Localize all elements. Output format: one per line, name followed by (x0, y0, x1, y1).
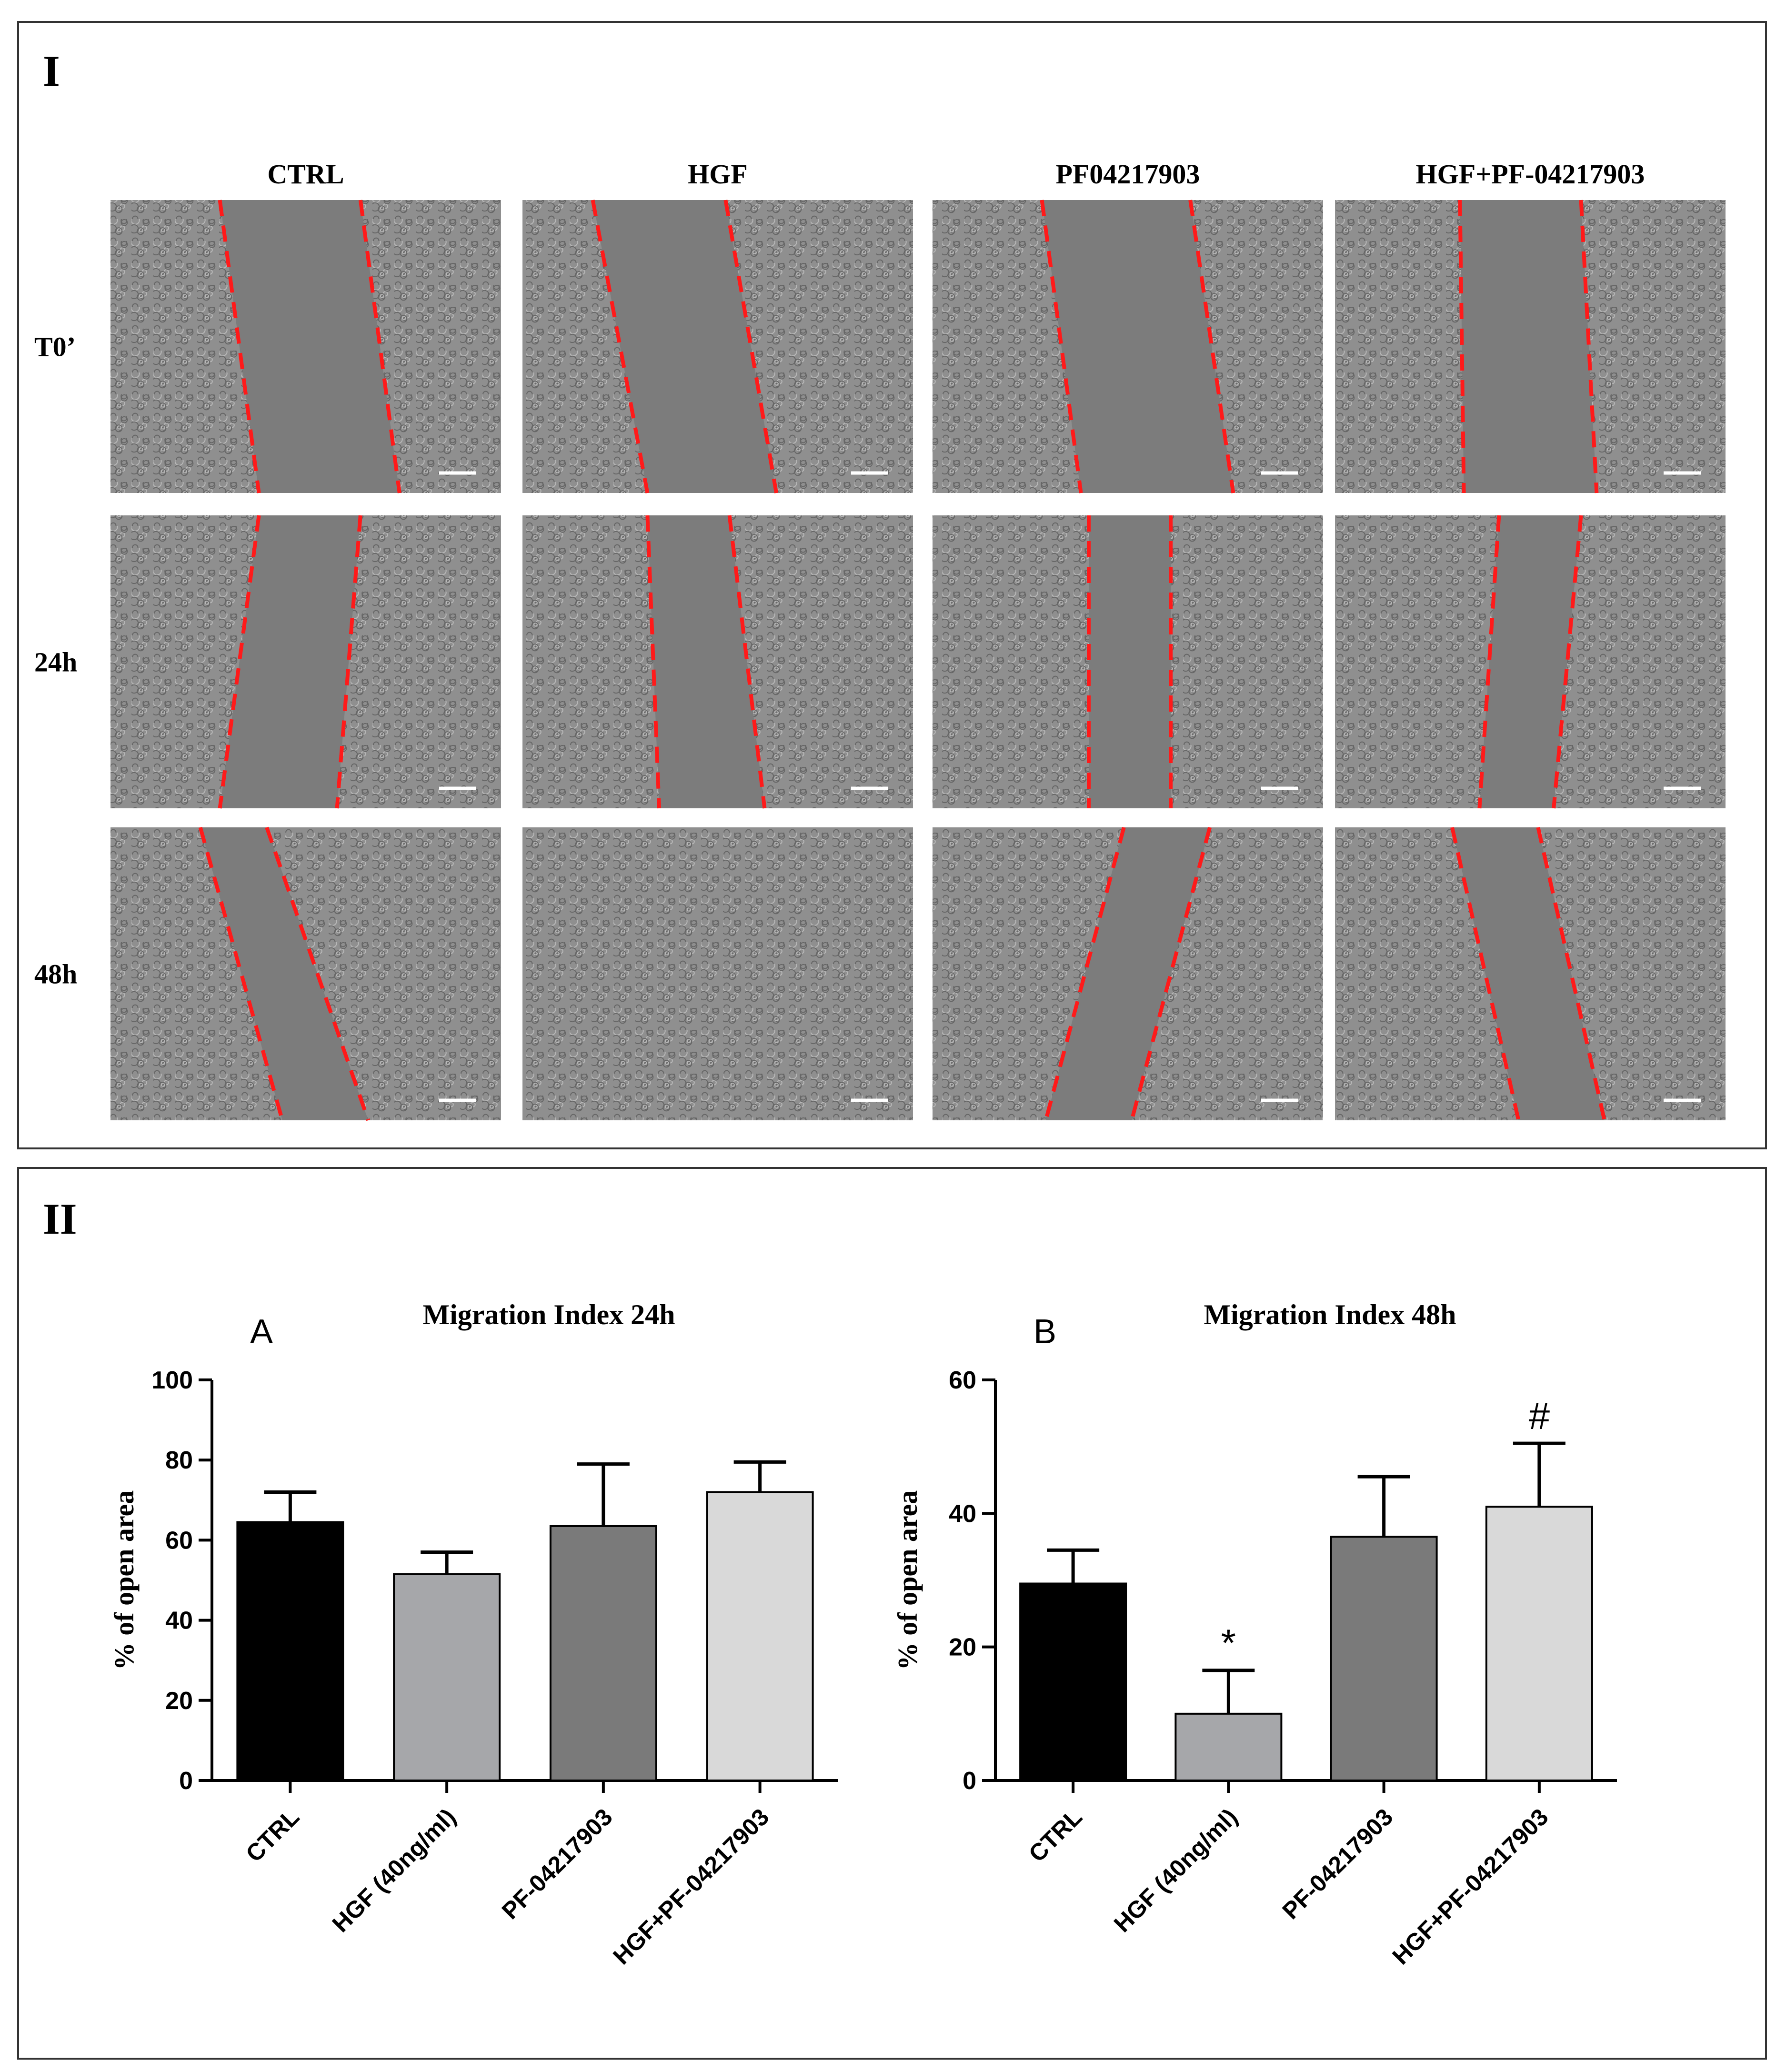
significance-mark: * (1221, 1622, 1236, 1664)
y-tick-label: 60 (165, 1527, 193, 1554)
wound-edge-line (265, 826, 370, 1121)
micrograph (1335, 515, 1726, 809)
wound-edge-line (645, 515, 661, 809)
wound-area (1479, 515, 1581, 808)
wound-area (1045, 827, 1210, 1120)
row-label: T0’ (34, 332, 76, 362)
wound-area (220, 200, 400, 493)
wound-edge-line (1477, 515, 1501, 809)
panel-i-label: I (43, 47, 60, 95)
micrograph (110, 826, 501, 1121)
wound-edge-line (1458, 200, 1466, 493)
y-axis-label: % of open area (892, 1490, 923, 1670)
micrograph (110, 515, 501, 809)
wound-edge-line (727, 515, 767, 809)
chart-panel-letter: B (1033, 1313, 1056, 1351)
micrograph (110, 200, 501, 493)
bar (393, 1573, 501, 1781)
chart-a: A Migration Index 24h % of open area 0 20 40 6… (109, 1299, 838, 1970)
x-tick-label: PF-04217903 (1277, 1803, 1398, 1924)
x-tick-label: HGF (40ng/ml) (1109, 1803, 1243, 1937)
wound-area (220, 515, 361, 808)
micrograph (522, 200, 913, 493)
bar (236, 1521, 344, 1781)
y-tick-label: 20 (165, 1687, 193, 1715)
wound-area (592, 200, 776, 493)
chart-panel-letter: A (250, 1313, 273, 1351)
column-header: CTRL (267, 159, 344, 190)
row-label: 24h (34, 647, 77, 678)
x-tick-label: CTRL (241, 1803, 304, 1867)
wound-edge-line (1188, 200, 1235, 493)
wound-edge-line (335, 515, 362, 809)
y-tick-label: 40 (165, 1607, 193, 1635)
y-tick-label: 0 (963, 1767, 976, 1795)
bar (1019, 1582, 1127, 1781)
micrograph-texture (522, 827, 913, 1120)
y-tick-label: 60 (949, 1367, 976, 1394)
bar (1485, 1506, 1593, 1781)
x-tick-label: HGF+PF-04217903 (1387, 1803, 1554, 1970)
y-axis-label: % of open area (109, 1490, 140, 1670)
micrograph (1335, 200, 1726, 493)
micrograph (933, 515, 1323, 808)
bar (1330, 1536, 1438, 1781)
bar (1174, 1712, 1283, 1781)
micrograph (1335, 827, 1726, 1121)
wound-edge-line (1579, 200, 1599, 493)
wound-edge-line (358, 200, 401, 493)
x-tick-label: CTRL (1023, 1803, 1087, 1867)
x-tick-label: HGF+PF-04217903 (608, 1803, 774, 1970)
column-header: HGF+PF-04217903 (1416, 159, 1645, 190)
y-tick-label: 40 (949, 1500, 976, 1528)
chart-title: Migration Index 48h (1204, 1299, 1456, 1330)
bar (706, 1491, 814, 1781)
wound-edge-line (218, 515, 261, 809)
wound-area (200, 827, 369, 1120)
chart-title: Migration Index 24h (422, 1299, 675, 1330)
panel-ii-label: II (43, 1195, 77, 1243)
wound-edge-line (218, 200, 261, 493)
micrograph (933, 826, 1323, 1121)
wound-edge-line (1040, 200, 1083, 493)
wound-area (1460, 200, 1597, 493)
panel-i-frame (17, 21, 1767, 1149)
significance-mark: # (1529, 1395, 1550, 1437)
x-tick-label: PF-04217903 (497, 1803, 618, 1924)
column-header: HGF (688, 159, 748, 190)
wound-edge-line (1552, 515, 1583, 809)
wound-area (1452, 827, 1605, 1120)
row-label: 48h (34, 959, 77, 990)
panel-ii-frame (17, 1167, 1767, 2060)
wound-area (1042, 200, 1234, 493)
y-tick-label: 80 (165, 1447, 193, 1474)
y-tick-label: 100 (151, 1367, 193, 1394)
wound-area (1089, 515, 1171, 808)
bar (549, 1525, 657, 1782)
wound-area (647, 515, 765, 808)
y-tick-label: 0 (179, 1767, 193, 1795)
micrograph (933, 200, 1323, 493)
x-tick-label: HGF (40ng/ml) (327, 1803, 461, 1937)
column-header: PF04217903 (1056, 159, 1200, 190)
micrograph (522, 515, 913, 809)
micrograph (522, 827, 913, 1120)
chart-b: B Migration Index 48h % of open area 0 20 40 6… (892, 1299, 1617, 1970)
y-tick-label: 20 (949, 1634, 976, 1661)
